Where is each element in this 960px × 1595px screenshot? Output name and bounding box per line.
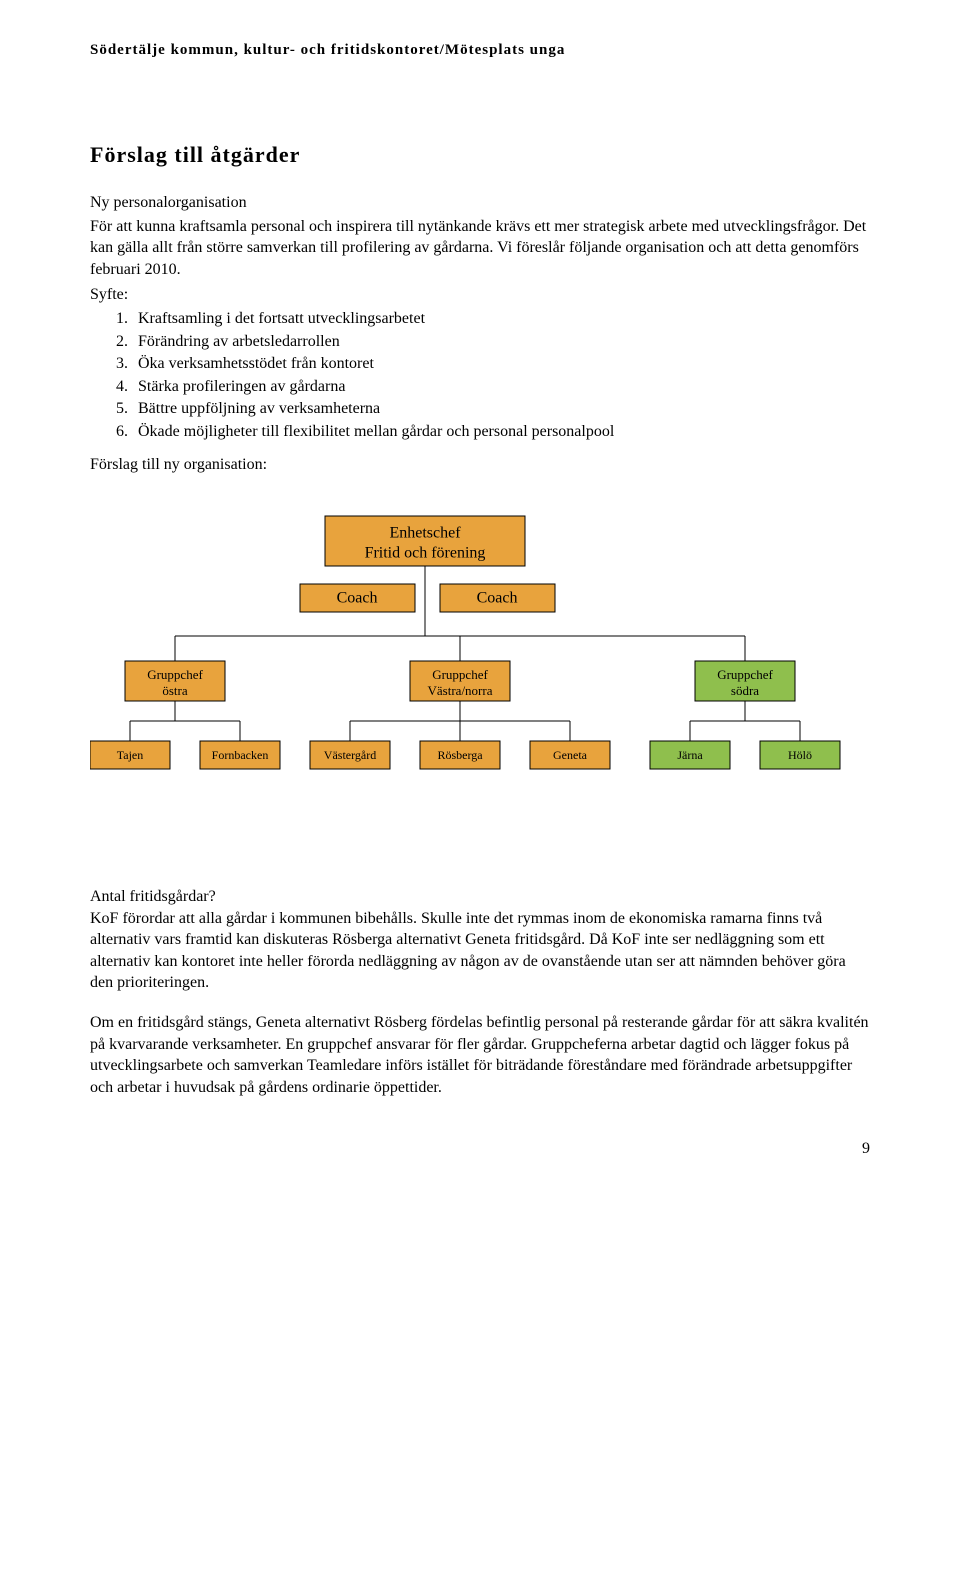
- org-node-label: Fornbacken: [212, 748, 269, 762]
- section2-heading: Antal fritidsgårdar?: [90, 886, 870, 908]
- syfte-label: Syfte:: [90, 284, 870, 306]
- page-header: Södertälje kommun, kultur- och fritidsko…: [90, 40, 870, 60]
- org-node-label: Fritid och förening: [365, 545, 486, 562]
- list-item: Stärka profileringen av gårdarna: [132, 376, 870, 398]
- list-item: Ökade möjligheter till flexibilitet mell…: [132, 421, 870, 443]
- org-node-label: Västergård: [324, 748, 376, 762]
- list-item: Bättre uppföljning av verksamheterna: [132, 398, 870, 420]
- org-node-label: Rösberga: [437, 748, 483, 762]
- org-node-label: Enhetschef: [389, 525, 461, 542]
- syfte-list: Kraftsamling i det fortsatt utvecklingsa…: [90, 308, 870, 443]
- intro-paragraph: För att kunna kraftsamla personal och in…: [90, 216, 870, 281]
- section2-paragraph-2: Om en fritidsgård stängs, Geneta alterna…: [90, 1012, 870, 1098]
- forslag-label: Förslag till ny organisation:: [90, 454, 870, 476]
- org-node-label: Geneta: [553, 748, 588, 762]
- org-node-label: Gruppchef: [717, 667, 773, 682]
- list-item: Kraftsamling i det fortsatt utvecklingsa…: [132, 308, 870, 330]
- org-node-label: Hölö: [788, 748, 812, 762]
- page-number: 9: [90, 1138, 870, 1160]
- org-node-label: Västra/norra: [428, 683, 493, 698]
- org-node-label: Gruppchef: [147, 667, 203, 682]
- section2-paragraph-1: KoF förordar att alla gårdar i kommunen …: [90, 908, 870, 994]
- list-item: Förändring av arbetsledarrollen: [132, 331, 870, 353]
- intro-subhead: Ny personalorganisation: [90, 192, 870, 214]
- org-node-label: Coach: [477, 590, 518, 607]
- org-node-label: södra: [731, 683, 759, 698]
- org-node-label: Järna: [677, 748, 703, 762]
- org-node-label: Gruppchef: [432, 667, 488, 682]
- org-node-label: östra: [162, 683, 188, 698]
- page-title: Förslag till åtgärder: [90, 140, 870, 170]
- org-node-label: Coach: [337, 590, 378, 607]
- list-item: Öka verksamhetsstödet från kontoret: [132, 353, 870, 375]
- org-node-label: Tajen: [117, 748, 143, 762]
- org-chart: Enhetschef Fritid och förening Coach Coa…: [90, 506, 870, 826]
